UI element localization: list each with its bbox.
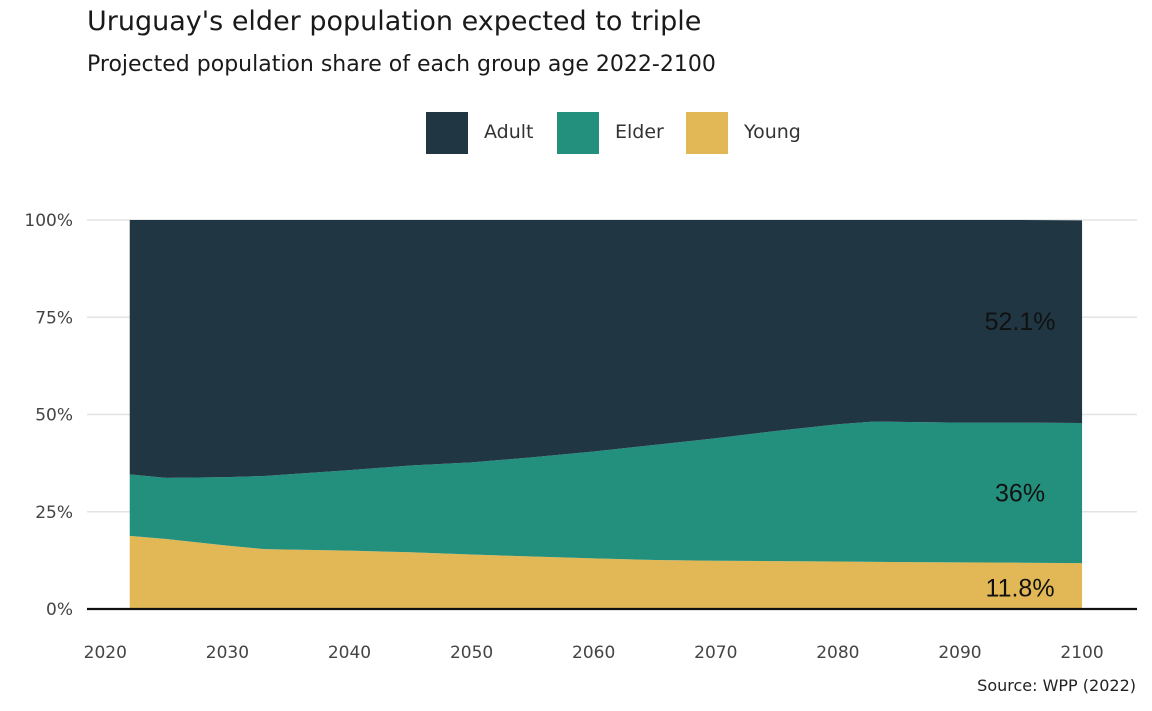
x-tick-label: 2050 [450, 643, 493, 663]
end-label-young: 11.8% [986, 575, 1055, 603]
source-note: Source: WPP (2022) [977, 676, 1136, 695]
legend: Adult Elder Young [0, 112, 1152, 156]
x-tick-label: 2020 [84, 643, 127, 663]
end-label-adult: 52.1% [985, 308, 1056, 336]
x-tick-label: 2030 [206, 643, 249, 663]
legend-swatch-adult [426, 112, 468, 154]
y-tick-label: 75% [35, 308, 73, 328]
y-tick-label: 50% [35, 406, 73, 426]
end-label-elder: 36% [995, 479, 1045, 507]
x-tick-label: 2040 [328, 643, 371, 663]
x-tick-label: 2090 [938, 643, 981, 663]
x-tick-label: 2080 [816, 643, 859, 663]
y-tick-label: 0% [46, 600, 73, 620]
chart-title: Uruguay's elder population expected to t… [87, 6, 702, 37]
area-adult [129, 220, 1083, 478]
y-tick-label: 100% [24, 211, 73, 231]
legend-swatch-elder [557, 112, 599, 154]
area-young [129, 535, 1083, 609]
x-tick-label: 2070 [694, 643, 737, 663]
x-tick-label: 2060 [572, 643, 615, 663]
legend-label-young: Young [744, 121, 801, 143]
chart-subtitle: Projected population share of each group… [87, 52, 716, 77]
legend-swatch-young [686, 112, 728, 154]
legend-label-elder: Elder [615, 121, 664, 143]
legend-label-adult: Adult [484, 121, 534, 143]
y-tick-label: 25% [35, 503, 73, 523]
area-elder [129, 421, 1083, 564]
x-tick-label: 2100 [1060, 643, 1103, 663]
